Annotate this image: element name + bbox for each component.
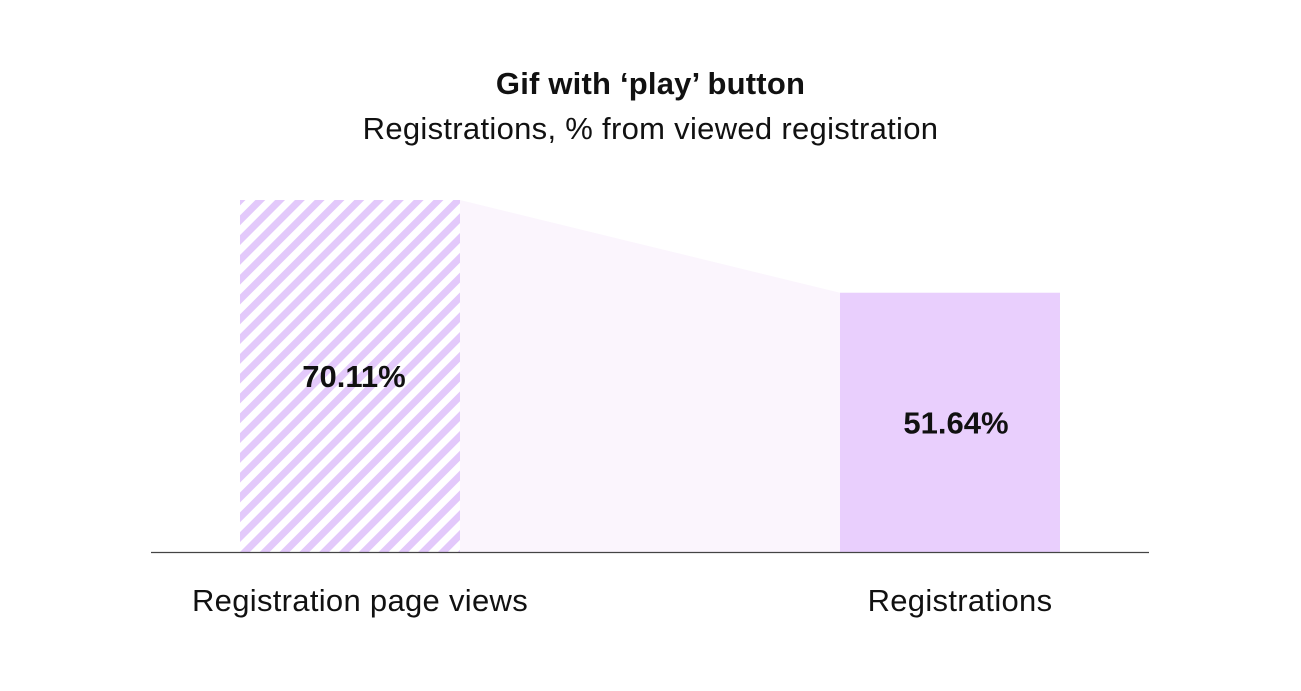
value-label-registrations: 51.64% xyxy=(903,405,1008,440)
category-label-registration-page-views: Registration page views xyxy=(192,583,528,618)
chart-subtitle: Registrations, % from viewed registratio… xyxy=(362,111,939,146)
bar-registrations xyxy=(840,292,1060,552)
funnel-connector xyxy=(460,200,840,552)
value-label-registration-page-views: 70.11% xyxy=(302,359,405,394)
bar-registration-page-views xyxy=(240,200,460,552)
category-label-registrations: Registrations xyxy=(868,583,1053,618)
chart-title: Gif with ‘play’ button xyxy=(495,66,806,101)
